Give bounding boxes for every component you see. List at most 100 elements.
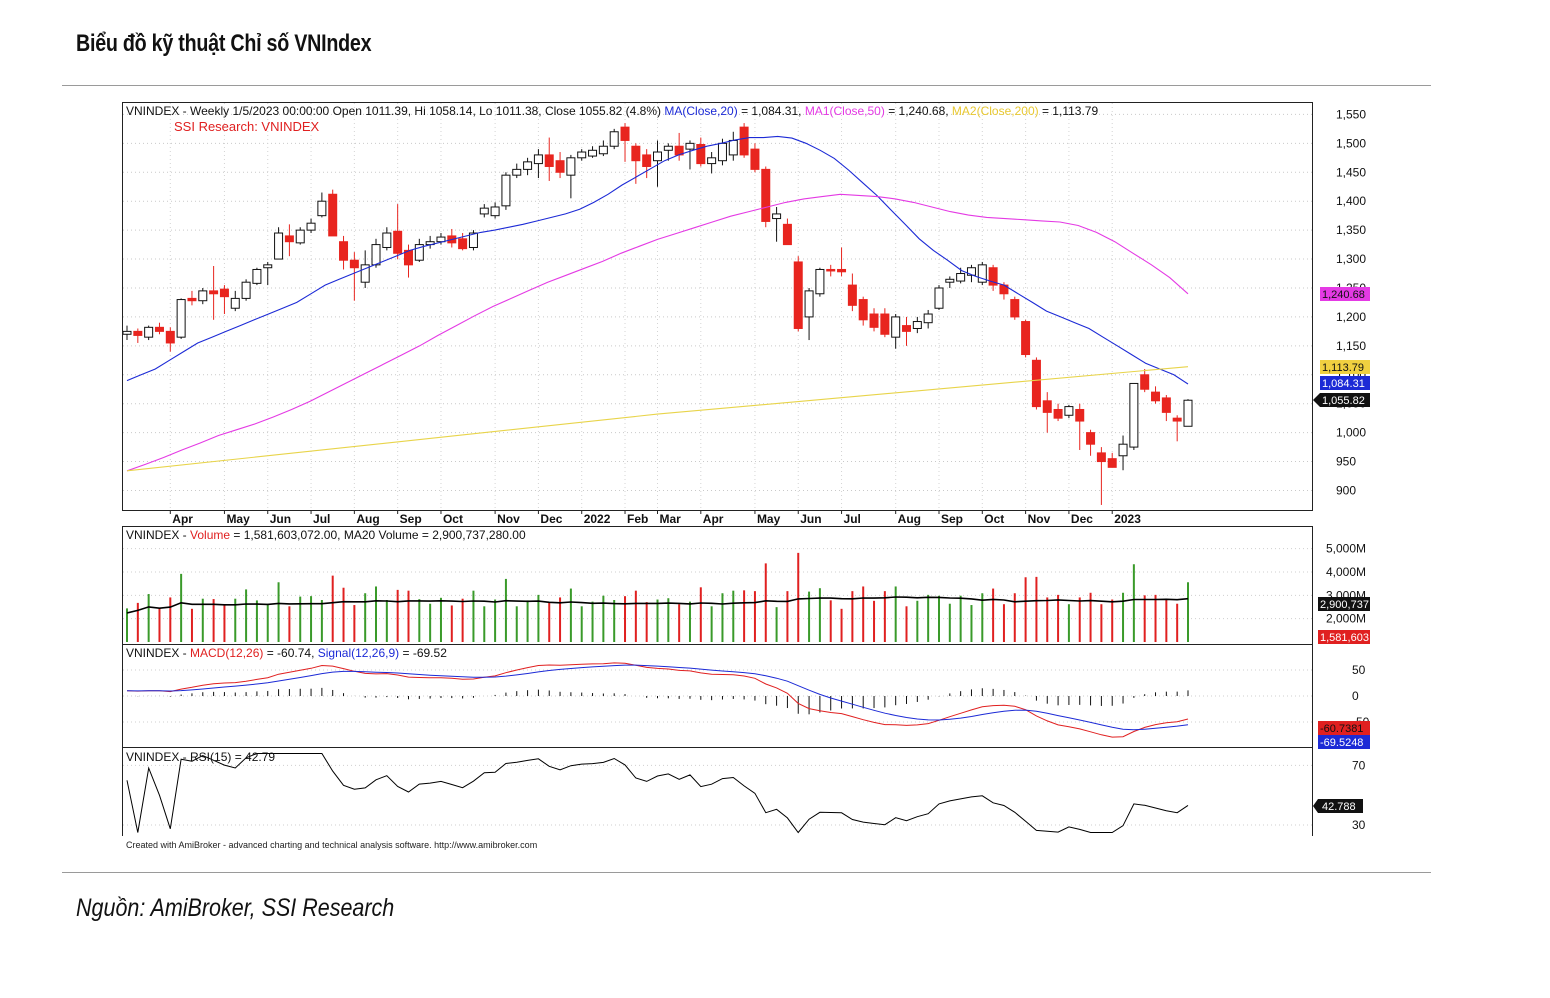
volume-y-tick: 4,000M — [1326, 565, 1366, 579]
price-panel-frame — [122, 102, 1313, 511]
ma200-marker: 1,113.79 — [1320, 360, 1370, 374]
candle-body — [804, 290, 814, 318]
candle-body — [371, 244, 381, 266]
candle-body — [501, 174, 511, 207]
candle-body — [317, 200, 327, 217]
price-y-tick: 1,500 — [1336, 136, 1366, 150]
candle-body — [837, 268, 847, 273]
candle-body — [382, 232, 392, 248]
candle-body — [782, 223, 792, 246]
candle-body — [306, 222, 316, 231]
x-tick-label: Oct — [443, 512, 463, 526]
candle-body — [815, 268, 825, 295]
candle-body — [468, 232, 478, 248]
candle-body — [793, 261, 803, 329]
svg-text:1,113.79: 1,113.79 — [1322, 362, 1364, 374]
candle-body — [642, 154, 652, 167]
candle-body — [588, 149, 598, 157]
candle-body — [1010, 299, 1020, 318]
svg-text:2,900,737: 2,900,737 — [1320, 599, 1369, 611]
close-marker: 1,055.82 — [1313, 393, 1370, 407]
x-tick-label: Mar — [660, 512, 682, 526]
candle-body — [458, 238, 468, 250]
candle-body — [966, 267, 976, 276]
candle-body — [1183, 399, 1193, 427]
candle-body — [360, 264, 370, 283]
candle-body — [252, 268, 262, 284]
candle-body — [847, 284, 857, 306]
candle-body — [512, 168, 522, 176]
candle-body — [198, 290, 208, 302]
footer-credit: Created with AmiBroker - advanced charti… — [126, 840, 537, 850]
vol-ma-marker: 2,900,737 — [1318, 597, 1370, 611]
candle-body — [555, 160, 565, 173]
candle-body — [1151, 391, 1161, 402]
candle-body — [934, 287, 944, 309]
candle-body — [263, 264, 273, 269]
candle-body — [869, 313, 879, 328]
svg-text:1,240.68: 1,240.68 — [1322, 289, 1365, 301]
price-y-tick: 1,000 — [1336, 426, 1366, 440]
candle-body — [1064, 406, 1074, 416]
rsi-marker: 42.788 — [1313, 799, 1363, 813]
candle-body — [1161, 397, 1171, 413]
candle-body — [566, 157, 576, 176]
source-note: Nguồn: AmiBroker, SSI Research — [76, 894, 395, 922]
candle-body — [133, 330, 143, 336]
ma20-line — [126, 135, 1189, 385]
macd-y-tick: 50 — [1352, 663, 1366, 677]
vol-marker: 1,581,603 — [1318, 630, 1370, 644]
svg-text:-60.7381: -60.7381 — [1320, 723, 1363, 735]
x-tick-label: Nov — [1028, 512, 1051, 526]
ma200-line — [126, 366, 1189, 472]
x-tick-label: Dec — [540, 512, 562, 526]
candle-body — [717, 142, 727, 162]
volume-header: VNINDEX - Volume = 1,581,603,072.00, MA2… — [126, 528, 526, 542]
gridlines — [123, 103, 1312, 826]
candle-body — [154, 326, 164, 332]
macd-y-tick: 0 — [1352, 689, 1359, 703]
candle-body — [988, 267, 998, 286]
x-tick-label: Jun — [800, 512, 821, 526]
x-tick-label: Aug — [898, 512, 921, 526]
price-y-tick: 950 — [1336, 455, 1356, 469]
price-y-tick: 1,550 — [1336, 107, 1366, 121]
candle-body — [165, 330, 175, 344]
x-tick-label: Apr — [703, 512, 724, 526]
candle-body — [1086, 432, 1096, 445]
svg-text:1,581,603: 1,581,603 — [1320, 632, 1369, 644]
candle-body — [1172, 417, 1182, 422]
candle-body — [414, 244, 424, 261]
candle-body — [750, 148, 760, 170]
candle-body — [923, 313, 933, 324]
value-markers: 1,240.68 1,113.79 1,084.31 1,055.82 2,90… — [1313, 287, 1370, 813]
candle-body — [631, 145, 641, 162]
svg-text:1,055.82: 1,055.82 — [1322, 395, 1365, 407]
x-tick-label: Jun — [270, 512, 291, 526]
candle-body — [230, 297, 240, 309]
candle-body — [295, 229, 305, 244]
macd-line — [126, 662, 1189, 738]
price-y-tick: 1,400 — [1336, 194, 1366, 208]
bottom-divider — [62, 872, 1431, 873]
ma50-line — [126, 193, 1189, 472]
x-tick-label: Sep — [941, 512, 963, 526]
candle-body — [620, 126, 630, 141]
candle-body — [609, 131, 619, 147]
x-tick-label: Jul — [313, 512, 330, 526]
candle-body — [1118, 443, 1128, 457]
price-y-tick: 900 — [1336, 483, 1356, 497]
candle-body — [826, 268, 836, 272]
x-tick-label: May — [757, 512, 781, 526]
candle-body — [144, 326, 154, 338]
candle-body — [685, 142, 695, 150]
svg-text:-69.5248: -69.5248 — [1320, 737, 1363, 749]
candle-body — [349, 259, 359, 269]
candle-body — [241, 281, 251, 299]
candle-body — [902, 325, 912, 332]
candle-body — [1021, 321, 1031, 356]
ma50-marker: 1,240.68 — [1320, 287, 1370, 301]
price-header: VNINDEX - Weekly 1/5/2023 00:00:00 Open … — [126, 104, 1098, 118]
rsi-series — [126, 753, 1189, 834]
candle-body — [187, 297, 197, 302]
